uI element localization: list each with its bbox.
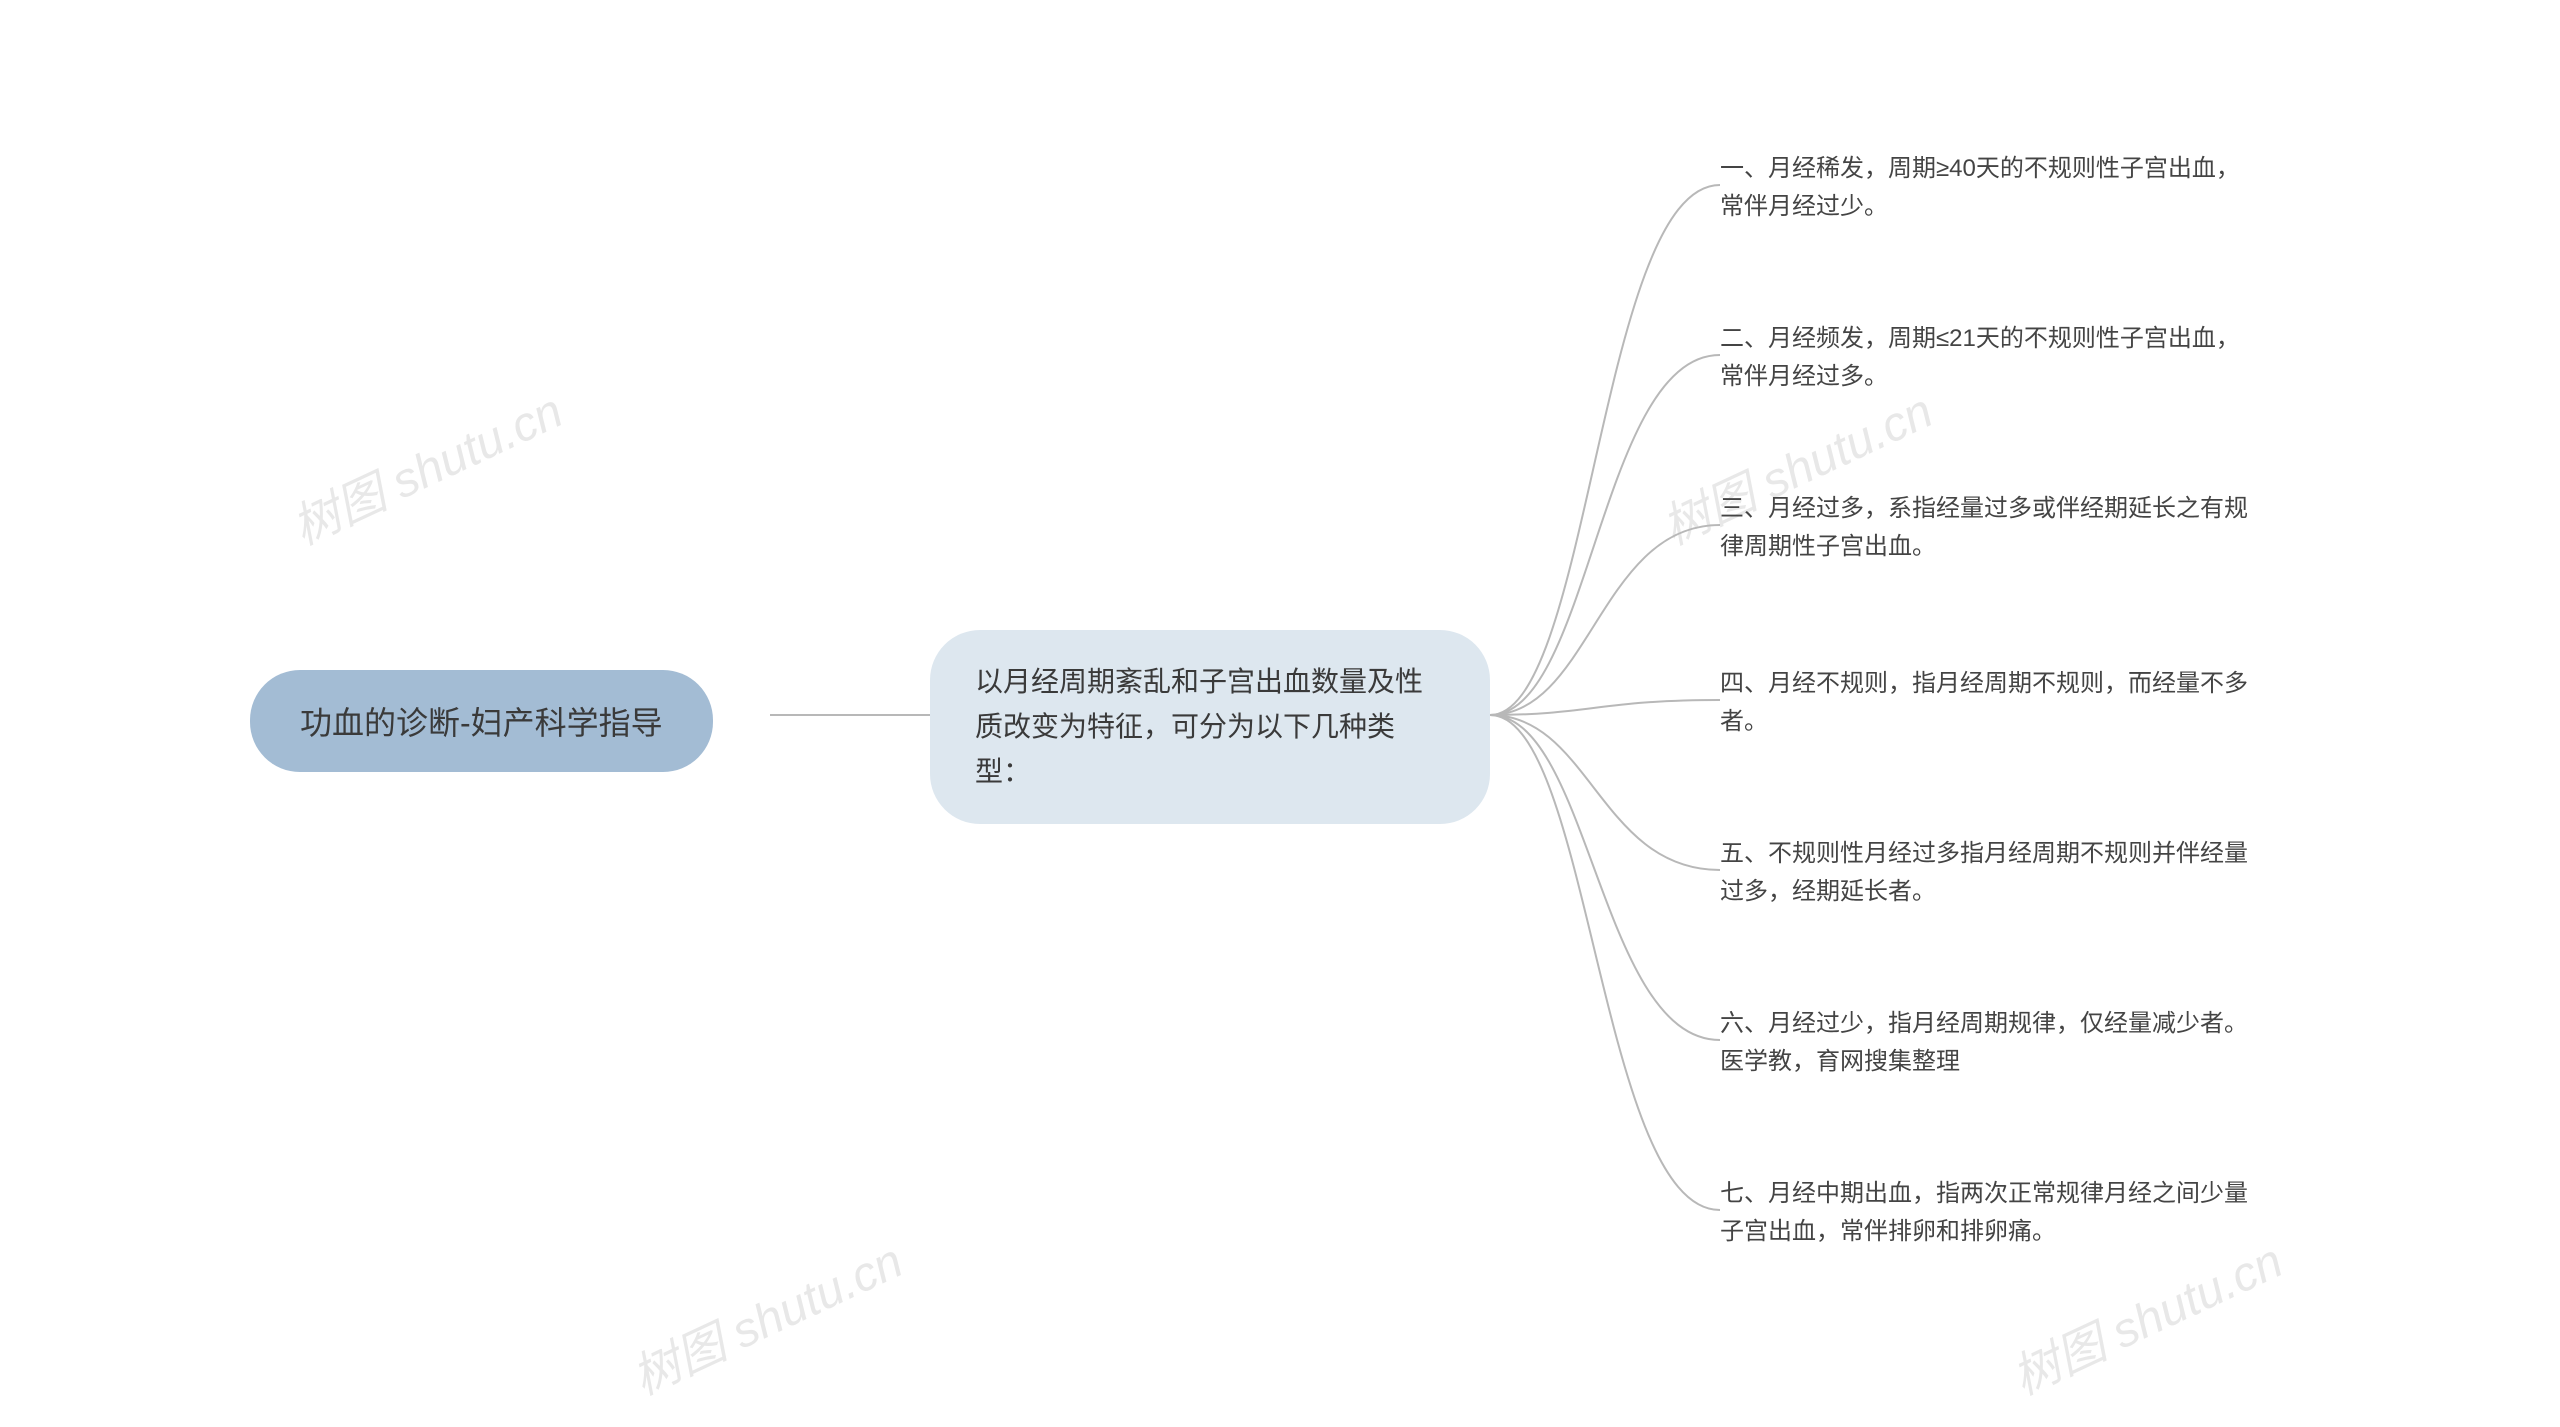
connector-leaf-2 bbox=[1490, 355, 1720, 715]
connector-leaf-3 bbox=[1490, 525, 1720, 715]
leaf-node-6[interactable]: 六、月经过少，指月经周期规律，仅经量减少者。医学教，育网搜集整理 bbox=[1720, 1005, 2250, 1082]
level1-node[interactable]: 以月经周期紊乱和子宫出血数量及性质改变为特征，可分为以下几种类型： bbox=[930, 630, 1490, 824]
leaf-node-5[interactable]: 五、不规则性月经过多指月经周期不规则并伴经量过多，经期延长者。 bbox=[1720, 835, 2250, 912]
connector-leaf-1 bbox=[1490, 185, 1720, 715]
leaf-node-2[interactable]: 二、月经频发，周期≤21天的不规则性子宫出血，常伴月经过多。 bbox=[1720, 320, 2250, 397]
connector-leaf-6 bbox=[1490, 715, 1720, 1040]
leaf-node-7[interactable]: 七、月经中期出血，指两次正常规律月经之间少量子宫出血，常伴排卵和排卵痛。 bbox=[1720, 1175, 2250, 1252]
leaf-node-3[interactable]: 三、月经过多，系指经量过多或伴经期延长之有规律周期性子宫出血。 bbox=[1720, 490, 2250, 567]
connector-leaf-4 bbox=[1490, 700, 1720, 715]
connector-leaf-5 bbox=[1490, 715, 1720, 870]
leaf-node-4[interactable]: 四、月经不规则，指月经周期不规则，而经量不多者。 bbox=[1720, 665, 2250, 742]
root-node[interactable]: 功血的诊断-妇产科学指导 bbox=[250, 670, 713, 772]
mindmap-container: 功血的诊断-妇产科学指导 以月经周期紊乱和子宫出血数量及性质改变为特征，可分为以… bbox=[0, 0, 2560, 1427]
leaf-node-1[interactable]: 一、月经稀发，周期≥40天的不规则性子宫出血，常伴月经过少。 bbox=[1720, 150, 2250, 227]
connector-leaf-7 bbox=[1490, 715, 1720, 1210]
